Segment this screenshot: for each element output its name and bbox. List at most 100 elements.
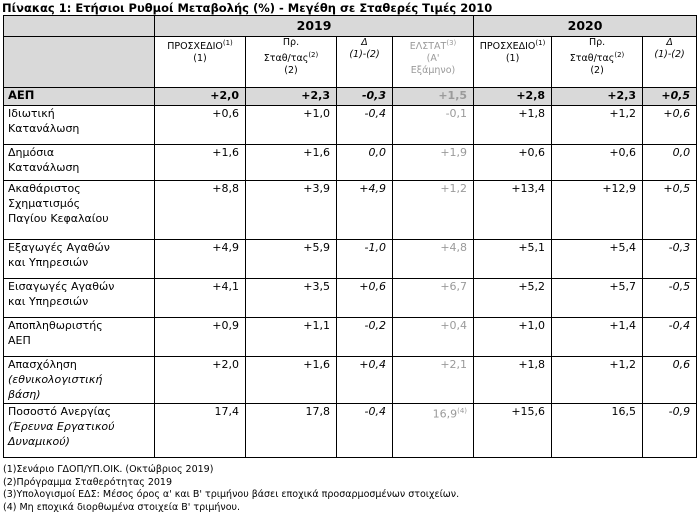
row-label-line: Κατανάλωση [8, 122, 80, 135]
cell-plan-2019: +4,9 [154, 239, 246, 279]
cell-elstat-2019: +1,9 [391, 144, 475, 181]
cell-value: -0,2 [364, 319, 386, 332]
cell-plan-2020: +1,8 [473, 105, 553, 145]
cell-value: +1,1 [303, 319, 330, 332]
table-row: ΑΕΠ +2,0 +2,3 -0,3 +1,5 +2,8 +2,3 +0,5 [3, 87, 698, 106]
col-stab-2020: Πρ. Σταθ/τας(2) (2) [551, 36, 644, 88]
cell-elstat-2019: +4,8 [391, 239, 475, 279]
row-label-line: Ιδιωτική [8, 107, 55, 120]
cell-plan-2020: +2,8 [473, 87, 553, 106]
cell-delta-2020: -0,4 [642, 317, 698, 357]
corner-cell [3, 15, 155, 37]
cell-delta-2019: -0,3 [336, 87, 393, 106]
cell-stab-2019: +3,5 [245, 278, 337, 318]
cell-value: -0,3 [361, 89, 386, 102]
cell-value: +1,5 [438, 89, 468, 102]
cell-value: +0,5 [661, 89, 691, 102]
cell-delta-2020: -0,5 [642, 278, 698, 318]
footnote-2: (2)Πρόγραμμα Σταθερότητας 2019 [3, 476, 172, 488]
footnote-ref: (4) [457, 407, 468, 415]
table-row: Αποπληθωριστής ΑΕΠ +0,9 +1,1 -0,2 +0,4 +1,0 +1,… [3, 317, 698, 357]
col-delta-2019: Δ (1)-(2) [336, 36, 393, 88]
cell-value: +1,8 [518, 358, 546, 371]
column-header-row: ΠΡΟΣΧΕΔΙΟ(1) (1) Πρ. Σταθ/τας(2) (2) Δ (1)-(… [3, 36, 698, 88]
cell-delta-2020: 0,6 [642, 356, 698, 404]
row-label-line: Αποπληθωριστής [8, 319, 103, 332]
cell-elstat-2019: +1,2 [391, 180, 475, 240]
corner-cell-sub [3, 36, 155, 88]
cell-value: +0,6 [518, 146, 546, 159]
cell-plan-2019: +2,0 [154, 356, 246, 404]
cell-value: 0,0 [368, 146, 387, 159]
cell-stab-2020: +1,2 [551, 105, 644, 145]
cell-value: +2,8 [516, 89, 546, 102]
cell-elstat-2019: +1,5 [391, 87, 475, 106]
cell-value: +2,0 [210, 89, 239, 102]
row-label-line: Σχηματισμός [8, 197, 81, 210]
table-title: Πίνακας 1: Ετήσιοι Ρυθμοί Μεταβολής (%) … [2, 1, 493, 15]
cell-elstat-2019: +2,1 [391, 356, 475, 404]
cell-plan-2020: +1,0 [473, 317, 553, 357]
cell-plan-2019: +8,8 [154, 180, 246, 240]
cell-delta-2019: +0,4 [336, 356, 393, 404]
cell-value: +5,1 [518, 241, 546, 254]
row-label-line: Κατανάλωση [8, 161, 80, 174]
cell-elstat-2019: 16,9(4) [391, 403, 475, 458]
table-row: Ποσοστό Ανεργίας (Έρευνα Εργατικού Δυναμικ… [3, 403, 698, 458]
cell-value: +5,7 [609, 280, 637, 293]
cell-elstat-2019: -0,1 [391, 105, 475, 145]
footnote-4: (4) Μη εποχικά διορθωμένα στοιχεία Β' τρ… [3, 501, 241, 513]
row-label-note: βάση) [8, 388, 41, 401]
cell-value: -0,4 [364, 107, 386, 120]
year-header-row: 2019 2020 [3, 15, 698, 37]
col-plan-2019: ΠΡΟΣΧΕΔΙΟ(1) (1) [154, 36, 246, 88]
cell-delta-2019: -0,4 [336, 105, 393, 145]
cell-plan-2019: +4,1 [154, 278, 246, 318]
cell-delta-2020: 0,0 [642, 144, 698, 181]
row-label-note: (Έρευνα Εργατικού [8, 420, 115, 433]
row-label-line: ΑΕΠ [8, 334, 31, 347]
cell-value: -1,0 [364, 241, 386, 254]
cell-value: +2,0 [212, 358, 239, 371]
cell-plan-2019: +1,6 [154, 144, 246, 181]
cell-stab-2019: +5,9 [245, 239, 337, 279]
row-label: Δημόσια Κατανάλωση [3, 144, 155, 181]
cell-delta-2019: +4,9 [336, 180, 393, 240]
cell-value: +3,9 [303, 182, 330, 195]
cell-stab-2020: +1,4 [551, 317, 644, 357]
row-label: Ιδιωτική Κατανάλωση [3, 105, 155, 145]
cell-value: +0,6 [359, 280, 386, 293]
cell-value: +2,1 [440, 358, 468, 371]
table-row: Δημόσια Κατανάλωση +1,6 +1,6 0,0 +1,9 +0,6 +0,6… [3, 144, 698, 181]
cell-delta-2020: -0,9 [642, 403, 698, 458]
col-plan-2020: ΠΡΟΣΧΕΔΙΟ(1) (1) [473, 36, 553, 88]
cell-value: +5,2 [518, 280, 546, 293]
cell-delta-2019: -1,0 [336, 239, 393, 279]
cell-value: +1,2 [440, 182, 468, 195]
col-stab-2019: Πρ. Σταθ/τας(2) (2) [245, 36, 337, 88]
footnotes: (1)Σενάριο ΓΔΟΠ/ΥΠ.ΟΙΚ. (Οκτώβριος 2019)… [3, 464, 459, 514]
cell-value: +0,6 [609, 146, 637, 159]
cell-value: +3,5 [303, 280, 330, 293]
cell-value: -0,1 [445, 107, 468, 120]
cell-value: +2,3 [607, 89, 637, 102]
row-label: Εισαγωγές Αγαθών και Υπηρεσιών [3, 278, 155, 318]
cell-plan-2019: +2,0 [154, 87, 246, 106]
row-label-note: (εθνικολογιστική [8, 373, 103, 386]
cell-delta-2019: +0,6 [336, 278, 393, 318]
cell-delta-2019: -0,4 [336, 403, 393, 458]
cell-stab-2020: +1,2 [551, 356, 644, 404]
row-label-line: και Υπηρεσιών [8, 295, 89, 308]
cell-stab-2020: +5,4 [551, 239, 644, 279]
cell-stab-2020: 16,5 [551, 403, 644, 458]
cell-value: +4,1 [212, 280, 239, 293]
row-label: Ποσοστό Ανεργίας (Έρευνα Εργατικού Δυναμικ… [3, 403, 155, 458]
cell-value: +1,6 [303, 358, 330, 371]
cell-value: +0,6 [663, 107, 691, 120]
cell-delta-2020: +0,5 [642, 87, 698, 106]
row-label: Απασχόληση (εθνικολογιστική βάση) [3, 356, 155, 404]
cell-stab-2020: +2,3 [551, 87, 644, 106]
cell-plan-2020: +0,6 [473, 144, 553, 181]
cell-value: +6,7 [440, 280, 468, 293]
cell-stab-2019: 17,8 [245, 403, 337, 458]
